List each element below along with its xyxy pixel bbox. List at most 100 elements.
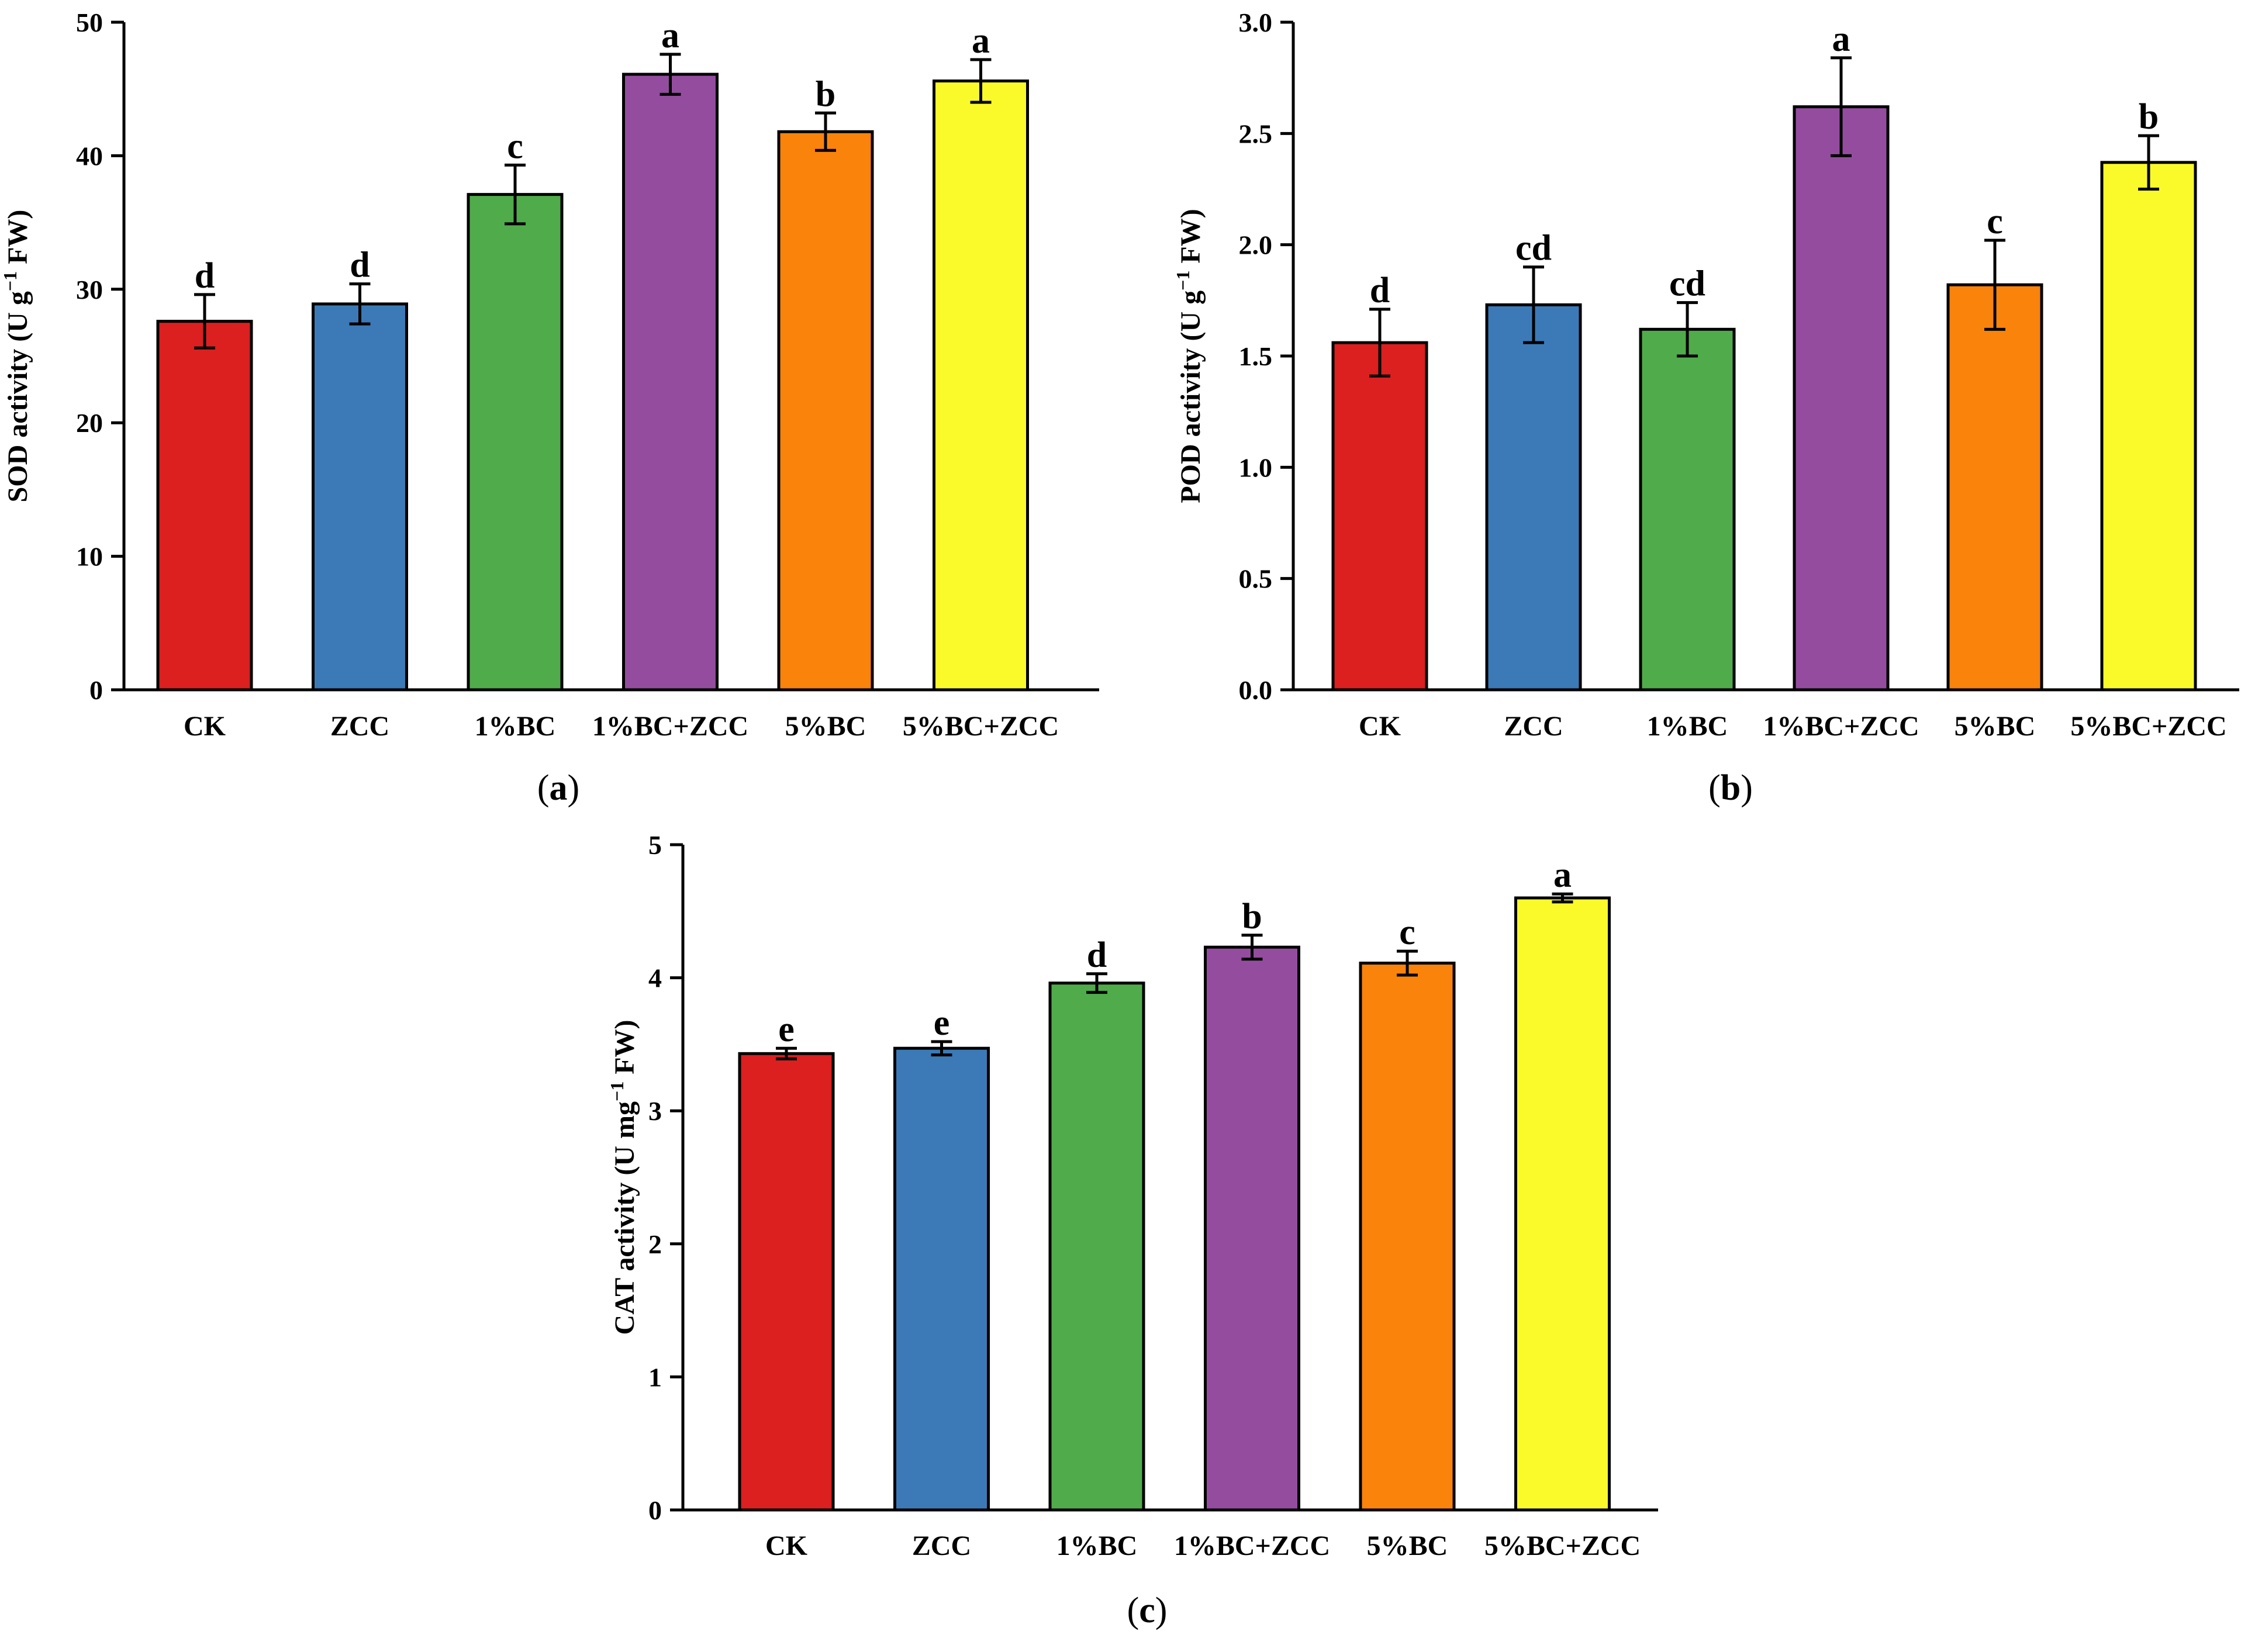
panel-b-y-axis-label-text: FW) [1175,209,1206,270]
panel-b-category-label-1: ZCC [1504,711,1563,742]
panel-a-category-label-5: 5%BC+ZCC [903,711,1059,742]
panel-a-significance-label-2: c [507,126,523,166]
panel-c-y-tick-label: 2 [648,1229,662,1259]
panel-c-y-axis-label-text: FW) [609,1019,640,1081]
panel-a-y-tick-label: 10 [76,542,103,572]
panel-c-y-axis-label-text: CAT activity (U mg [609,1101,640,1335]
panel-a-chart: 0 10 20 30 40 50 SOD activity (U g−1 FW) d CK d ZC… [0,8,1099,808]
panel-c-significance-label-4: c [1399,913,1415,952]
panel-a-category-label-1: ZCC [330,711,389,742]
panel-a-bar-3 [622,72,719,692]
panel-b-significance-label-5: b [2139,97,2159,137]
panel-c-y-axis-label-superscript: −1 [606,1081,627,1101]
panel-a-category-label-2: 1%BC [475,711,556,742]
panel-c-category-label-2: 1%BC [1056,1530,1138,1561]
panel-b-y-tick-label: 2.5 [1239,119,1273,148]
panel-b-bar-4 [1946,283,2043,692]
panel-c-y-tick-label: 0 [648,1495,662,1525]
panel-b-category-label-3: 1%BC+ZCC [1763,711,1919,742]
panel-b-panel-label-letter: b [1721,768,1741,808]
panel-c-chart: 0 1 2 3 4 5 CAT activity (U mg−1 FW) e CK e ZCC d 1%… [606,830,1658,1630]
panel-c-bar-4 [1359,962,1456,1512]
panel-b-significance-label-4: c [1987,202,2003,241]
panel-b-category-label-2: 1%BC [1647,711,1728,742]
panel-c-category-label-3: 1%BC+ZCC [1174,1530,1330,1561]
panel-c-panel-label-open: ( [1127,1591,1140,1630]
panel-b-category-label-4: 5%BC [1955,711,2036,742]
panel-a-bar-0 [156,320,253,692]
panel-a-bar-1 [312,302,408,692]
panel-b-significance-label-1: cd [1515,229,1552,268]
panel-b-category-label-0: CK [1359,711,1401,742]
panel-c-category-label-5: 5%BC+ZCC [1484,1530,1641,1561]
panel-b-panel-label-open: ( [1708,768,1721,808]
panel-c-significance-label-5: a [1553,855,1572,895]
panel-c-bar-5 [1514,896,1611,1512]
panel-c-y-tick-label: 5 [648,830,662,860]
panel-a-significance-label-3: a [661,16,679,56]
panel-a-bar-5 [933,79,1029,692]
panel-a-y-tick-label: 50 [76,8,103,37]
panel-a-category-label-0: CK [184,711,226,742]
panel-b-y-tick-label: 0.0 [1239,675,1273,705]
panel-c-significance-label-2: d [1087,935,1107,975]
panel-b-chart: 0.0 0.5 1.0 1.5 2.0 2.5 3.0 POD activity (U g−1… [1172,8,2239,808]
panel-b-category-label-5: 5%BC+ZCC [2070,711,2226,742]
panel-a-significance-label-5: a [972,21,990,61]
panel-a-panel-label-close: ) [568,768,580,808]
panel-b-y-tick-label: 2.0 [1239,230,1273,260]
panel-c-significance-label-0: e [778,1010,795,1049]
panel-b-significance-label-2: cd [1669,264,1705,304]
panel-a-panel-label-open: ( [537,768,550,808]
panel-a-significance-label-4: b [816,74,835,114]
panel-c-y-tick-label: 4 [648,963,662,993]
panel-a-bar-2 [467,193,564,692]
panel-a-y-axis-label-text: SOD activity (U g [2,291,33,502]
panel-b-bar-1 [1485,303,1582,692]
panel-b-bar-0 [1331,341,1428,692]
panel-c-bar-1 [893,1046,990,1512]
panel-b-panel-label-close: ) [1741,768,1753,808]
panel-b-y-tick-label: 1.5 [1239,341,1273,371]
panel-b-significance-label-0: d [1370,271,1390,310]
panel-b-panel-label: (b) [1708,768,1753,808]
panel-a-y-tick-label: 40 [76,141,103,171]
panel-c-y-axis-label: CAT activity (U mg−1 FW) [606,1019,640,1335]
panel-a-y-tick-label: 30 [76,275,103,305]
panel-c-category-label-4: 5%BC [1367,1530,1448,1561]
panel-b-y-axis-label-text: POD activity (U g [1175,291,1206,503]
panel-b-bar-2 [1639,327,1736,692]
panel-c-bar-2 [1048,981,1145,1512]
panel-c-panel-label-letter: c [1139,1591,1155,1630]
panel-b-significance-label-3: a [1832,19,1850,59]
panel-a-category-label-3: 1%BC+ZCC [592,711,748,742]
panel-a-y-tick-label: 0 [89,675,103,705]
panel-a-y-axis-label-text: FW) [2,210,33,271]
panel-b-bar-3 [1793,105,1890,692]
panel-b-y-tick-label: 0.5 [1239,564,1273,594]
panel-c-significance-label-1: e [934,1003,950,1043]
panel-c-significance-label-3: b [1242,897,1262,936]
panel-c-panel-label-close: ) [1155,1591,1168,1630]
panel-a-y-axis-label-superscript: −1 [0,271,20,291]
panel-a-y-tick-label: 20 [76,408,103,438]
panel-b-y-tick-label: 1.0 [1239,452,1273,482]
panel-c-category-label-0: CK [765,1530,807,1561]
panel-c-y-tick-label: 3 [648,1096,662,1126]
panel-a-category-label-4: 5%BC [785,711,866,742]
panel-c-bar-0 [738,1052,835,1512]
panel-a-y-axis-label: SOD activity (U g−1 FW) [0,210,33,503]
panel-c-bar-3 [1204,945,1300,1512]
panel-a-panel-label-letter: a [550,768,568,808]
panel-a-panel-label: (a) [537,768,579,808]
panel-a-bar-4 [777,130,874,692]
panel-b-bar-5 [2100,161,2197,692]
panel-c-category-label-1: ZCC [912,1530,971,1561]
panel-c-panel-label: (c) [1127,1591,1168,1630]
panel-c-y-tick-label: 1 [648,1362,662,1392]
panel-b-y-axis-label: POD activity (U g−1 FW) [1172,209,1206,503]
panel-b-y-axis-label-superscript: −1 [1172,271,1193,291]
panel-a-significance-label-1: d [350,246,370,285]
panel-b-y-tick-label: 3.0 [1239,8,1273,37]
